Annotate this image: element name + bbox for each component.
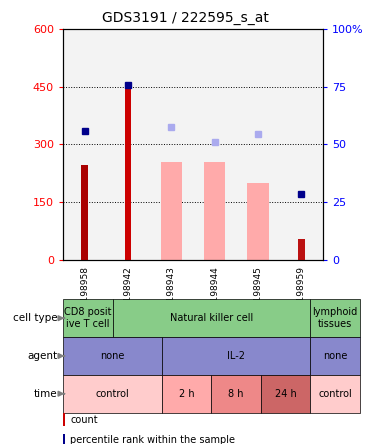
Text: 8 h: 8 h [229, 388, 244, 399]
Text: 2 h: 2 h [179, 388, 194, 399]
Bar [236, 29, 279, 260]
Bar [125, 83, 131, 260]
Bar [112, 299, 311, 337]
Text: percentile rank within the sample: percentile rank within the sample [70, 436, 235, 444]
Bar [150, 29, 193, 260]
Bar [63, 299, 112, 337]
Text: control: control [96, 388, 129, 399]
Text: none: none [100, 351, 125, 361]
Bar [106, 29, 150, 260]
Bar [279, 29, 323, 260]
Bar [298, 238, 305, 260]
Bar [311, 337, 360, 375]
Bar [204, 162, 225, 260]
Text: cell type: cell type [13, 313, 57, 323]
Text: IL-2: IL-2 [227, 351, 245, 361]
Bar [161, 162, 182, 260]
Bar [162, 375, 211, 412]
Text: control: control [318, 388, 352, 399]
Text: count: count [70, 415, 98, 425]
Text: time: time [33, 388, 57, 399]
Bar [63, 337, 162, 375]
Bar [63, 413, 65, 426]
Bar [311, 375, 360, 412]
Bar [63, 434, 65, 444]
Text: CD8 posit
ive T cell: CD8 posit ive T cell [64, 307, 112, 329]
Bar [193, 29, 236, 260]
Text: GDS3191 / 222595_s_at: GDS3191 / 222595_s_at [102, 11, 269, 25]
Bar [261, 375, 311, 412]
Text: lymphoid
tissues: lymphoid tissues [312, 307, 358, 329]
Bar [63, 375, 162, 412]
Text: Natural killer cell: Natural killer cell [170, 313, 253, 323]
Bar [211, 375, 261, 412]
Text: agent: agent [27, 351, 57, 361]
Text: none: none [323, 351, 347, 361]
Bar [63, 29, 106, 260]
Bar [162, 337, 311, 375]
Bar [247, 183, 269, 260]
Bar [311, 299, 360, 337]
Text: 24 h: 24 h [275, 388, 296, 399]
Bar [81, 166, 88, 260]
